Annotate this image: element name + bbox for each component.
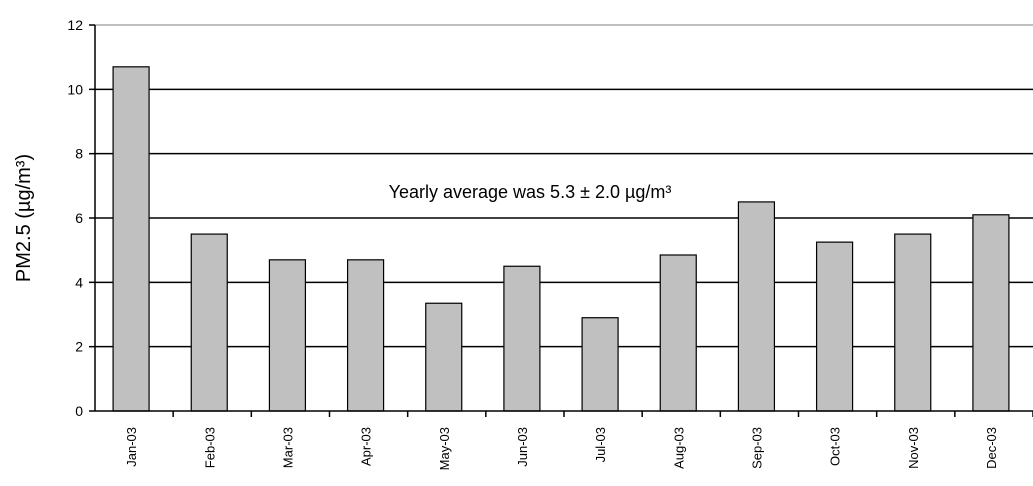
gridlines xyxy=(95,24,1033,348)
y-tick-labels: 0 2 4 6 8 10 12 xyxy=(67,17,95,419)
x-tick-label: Nov-03 xyxy=(906,427,921,469)
bar-dec-03 xyxy=(972,214,1010,412)
y-tick-label: 4 xyxy=(75,274,83,290)
x-tick-label: Feb-03 xyxy=(202,427,217,468)
y-tick-label: 10 xyxy=(67,81,83,97)
x-tick-label: Mar-03 xyxy=(280,427,295,468)
x-tick-label: Apr-03 xyxy=(359,427,374,466)
bar-sep-03 xyxy=(737,201,776,412)
bar-aug-03 xyxy=(659,254,697,412)
x-tick-label: Jun-03 xyxy=(515,427,530,467)
x-tick-label: Jul-03 xyxy=(593,427,608,462)
x-tick-label: Oct-03 xyxy=(828,427,843,466)
x-tick-label: Dec-03 xyxy=(984,427,999,469)
bar-feb-03 xyxy=(190,233,228,412)
bar-oct-03 xyxy=(815,241,854,412)
x-tick-label: Aug-03 xyxy=(671,427,686,469)
bar-apr-03 xyxy=(346,259,385,412)
bar-mar-03 xyxy=(268,259,307,412)
bar-jun-03 xyxy=(503,265,541,412)
x-tick-label: May-03 xyxy=(437,427,452,470)
y-axis-title: PM2.5 (µg/m³) xyxy=(13,154,35,282)
bar-jul-03 xyxy=(581,317,619,412)
x-tick-labels: Jan-03 Feb-03 Mar-03 Apr-03 May-03 Jun-03 Jul-… xyxy=(124,411,1033,470)
annotation-yearly-average: Yearly average was 5.3 ± 2.0 µg/m³ xyxy=(389,182,672,202)
y-tick-label: 8 xyxy=(75,146,83,162)
bar-may-03 xyxy=(425,302,463,412)
y-tick-label: 2 xyxy=(75,339,83,355)
x-tick-label: Jan-03 xyxy=(124,427,139,467)
bar-nov-03 xyxy=(894,233,932,412)
bar-jan-03 xyxy=(112,66,150,412)
x-tick-label: Sep-03 xyxy=(749,427,764,469)
y-tick-label: 0 xyxy=(75,403,83,419)
y-tick-label: 12 xyxy=(67,17,83,33)
y-tick-label: 6 xyxy=(75,210,83,226)
bars xyxy=(112,66,1010,412)
